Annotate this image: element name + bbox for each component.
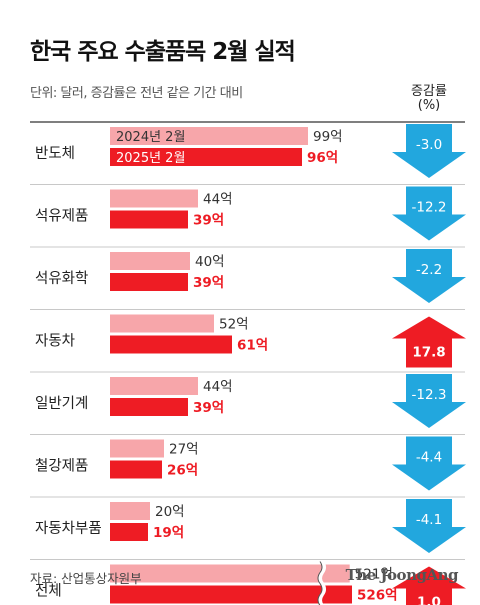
bar-2024 bbox=[110, 439, 164, 458]
change-header-label: 증감률 bbox=[411, 84, 447, 99]
change-value-label: 17.8 bbox=[412, 345, 445, 361]
value-label-2025: 39억 bbox=[193, 275, 224, 291]
category-label: 철강제품 bbox=[35, 458, 88, 475]
bar-2025 bbox=[110, 335, 232, 354]
value-label-2024: 40억 bbox=[195, 254, 225, 270]
change-value-label: -3.0 bbox=[416, 137, 442, 153]
source-note: 자료: 산업통상자원부 bbox=[30, 571, 142, 586]
value-label-2025: 39억 bbox=[193, 400, 224, 416]
bar-2025 bbox=[110, 273, 188, 291]
change-value-label: -12.3 bbox=[412, 387, 447, 403]
bar-2025 bbox=[110, 398, 188, 416]
category-label: 반도체 bbox=[35, 145, 75, 162]
change-arrow-up bbox=[392, 566, 466, 605]
bar-2025 bbox=[110, 460, 162, 479]
category-label: 일반기계 bbox=[35, 395, 88, 412]
change-arrow-down bbox=[392, 436, 466, 491]
chart-subtitle: 단위: 달러, 증감률은 전년 같은 기간 대비 bbox=[30, 86, 243, 101]
bar-2024 bbox=[110, 314, 214, 333]
change-header-unit: (%) bbox=[417, 98, 441, 113]
value-label-2025: 61억 bbox=[237, 338, 268, 354]
change-arrow-down bbox=[392, 124, 466, 178]
value-label-2024: 44억 bbox=[203, 192, 233, 208]
change-value-label: 1.0 bbox=[417, 595, 441, 605]
value-label-2024: 44억 bbox=[203, 379, 233, 395]
value-label-2024: 27억 bbox=[169, 442, 199, 458]
bar-2024 bbox=[110, 127, 308, 145]
bar-2025 bbox=[110, 148, 302, 166]
value-label-2025: 526억 bbox=[357, 588, 398, 604]
series-label-2025: 2025년 2월 bbox=[116, 151, 185, 166]
bar-2025 bbox=[110, 210, 188, 229]
axis-break bbox=[318, 560, 326, 605]
change-arrow-down bbox=[392, 249, 466, 303]
change-value-label: -4.4 bbox=[416, 450, 442, 466]
category-label: 석유제품 bbox=[35, 208, 88, 225]
category-label: 자동차부품 bbox=[35, 520, 102, 537]
value-label-2025: 19억 bbox=[153, 525, 184, 541]
category-label: 전체 bbox=[35, 583, 62, 600]
bar-2024 bbox=[110, 502, 150, 520]
value-label-2024: 99억 bbox=[313, 129, 343, 145]
chart-title: 한국 주요 수출품목 2월 실적 bbox=[30, 39, 296, 65]
value-label-2024: 521억 bbox=[355, 567, 393, 583]
bar-2024 bbox=[110, 564, 350, 583]
change-arrow-down bbox=[392, 186, 466, 241]
bar-2024 bbox=[110, 252, 190, 270]
bar-2024 bbox=[110, 377, 198, 395]
value-label-2024: 52억 bbox=[219, 317, 249, 333]
category-label: 석유화학 bbox=[35, 270, 88, 287]
value-label-2025: 96억 bbox=[307, 150, 338, 166]
axis-break bbox=[317, 561, 323, 605]
bar-2024 bbox=[110, 189, 198, 208]
change-arrow-down bbox=[392, 499, 466, 553]
category-label: 자동차 bbox=[35, 333, 75, 350]
bar-2025 bbox=[110, 585, 352, 604]
change-value-label: -2.2 bbox=[416, 262, 442, 278]
change-arrow-up bbox=[392, 316, 466, 368]
value-label-2025: 39억 bbox=[193, 213, 224, 229]
brand-logo: The JoongAng bbox=[345, 566, 459, 584]
change-value-label: -4.1 bbox=[416, 512, 442, 528]
value-label-2025: 26억 bbox=[167, 463, 198, 479]
series-label-2024: 2024년 2월 bbox=[116, 130, 185, 145]
bar-2025 bbox=[110, 523, 148, 541]
change-arrow-down bbox=[392, 374, 466, 428]
change-value-label: -12.2 bbox=[412, 200, 447, 216]
value-label-2024: 20억 bbox=[155, 504, 185, 520]
